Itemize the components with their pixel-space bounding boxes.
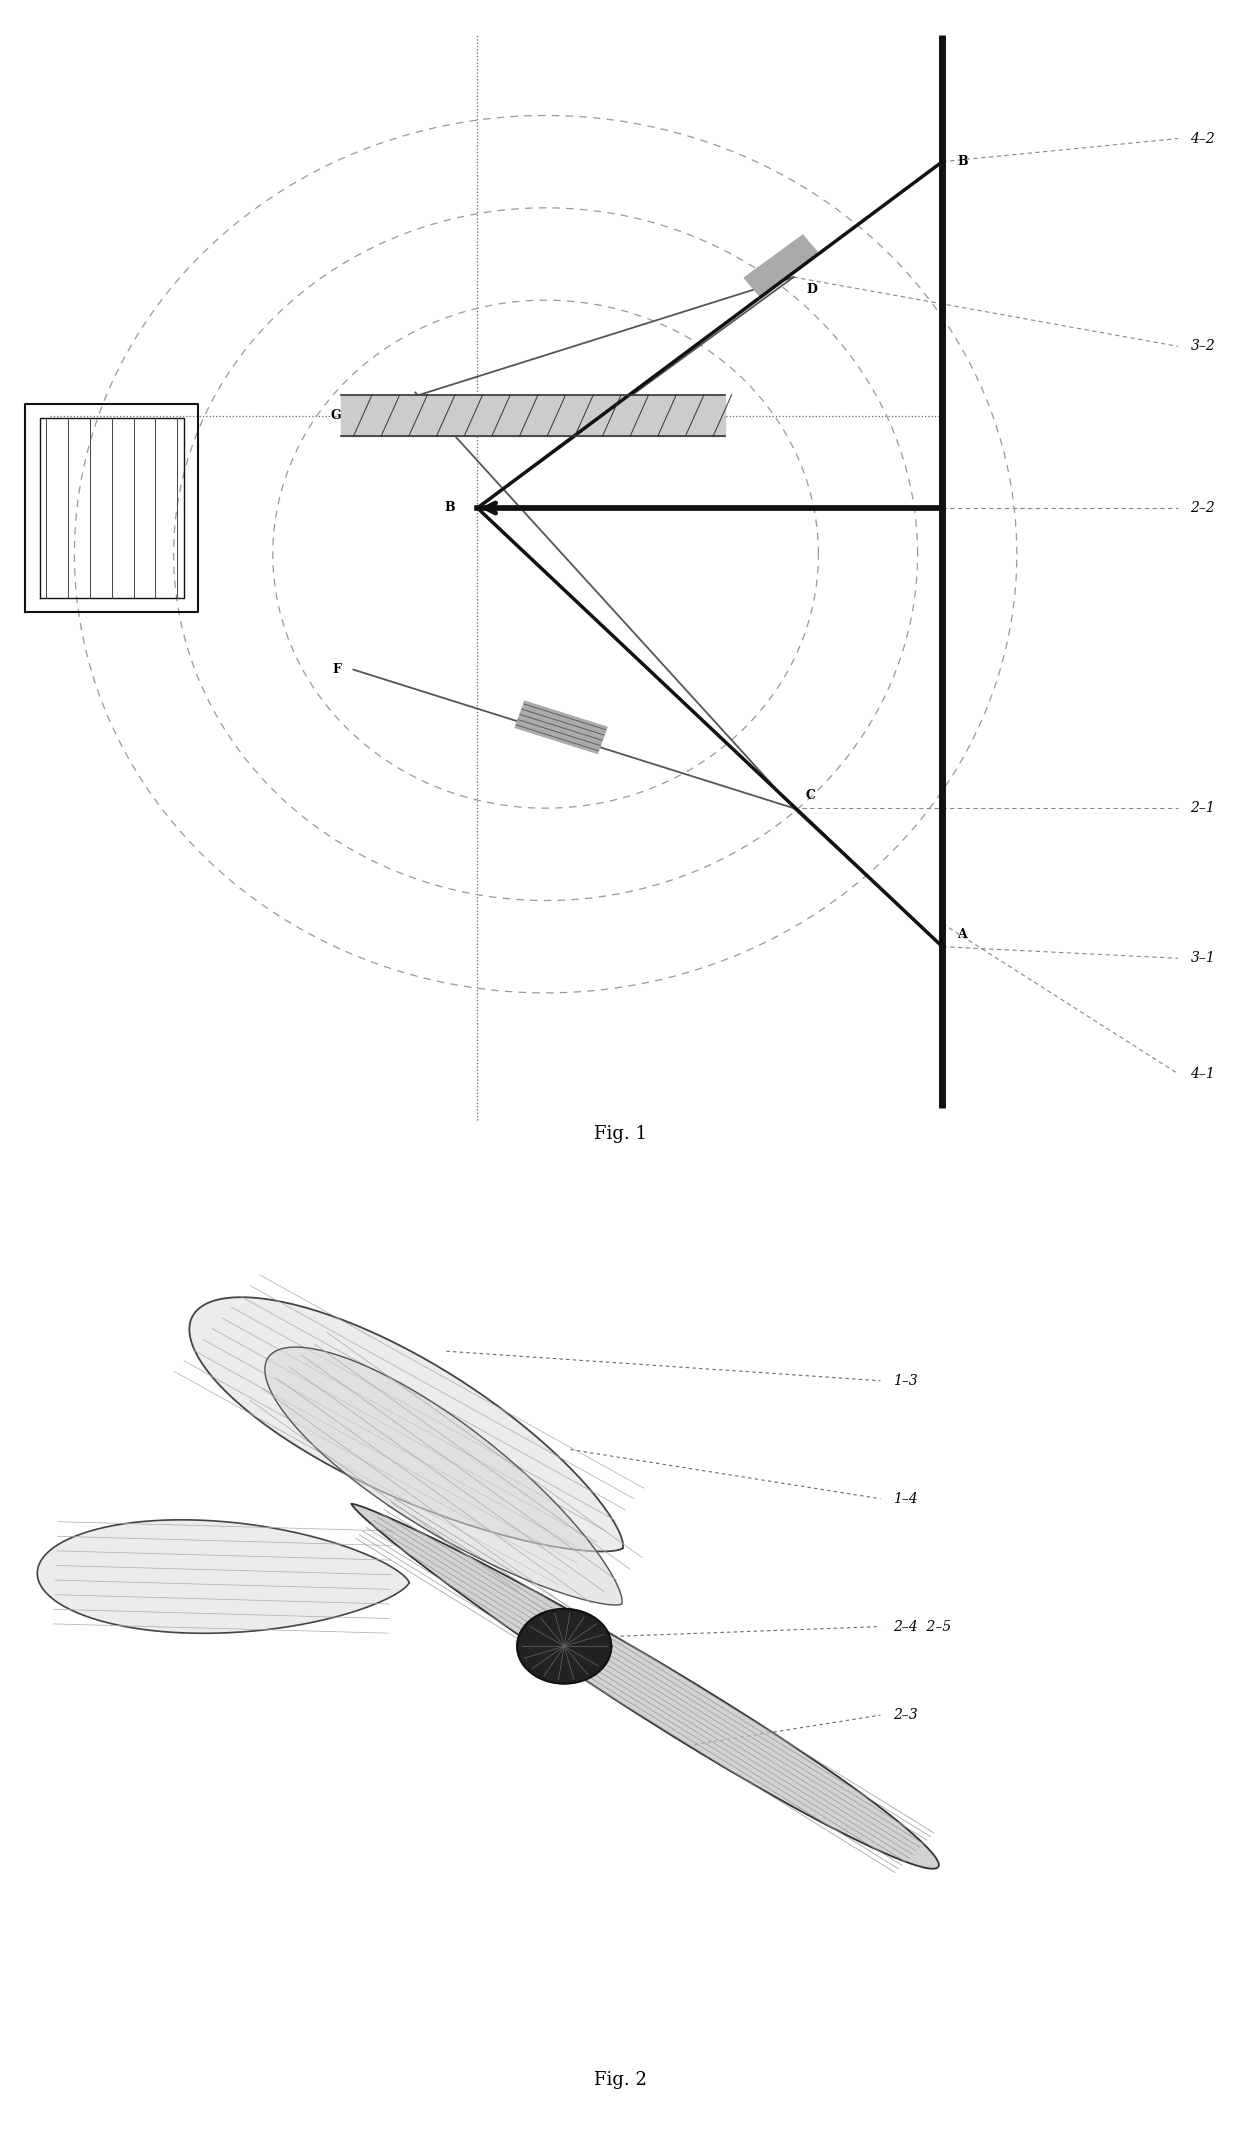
Polygon shape xyxy=(516,701,606,753)
Text: 2–1: 2–1 xyxy=(1190,802,1215,815)
Text: D: D xyxy=(806,282,817,295)
Text: Fig. 2: Fig. 2 xyxy=(594,2072,646,2089)
Text: G: G xyxy=(330,408,341,421)
Polygon shape xyxy=(352,1503,939,1869)
Polygon shape xyxy=(517,1610,611,1683)
Text: B: B xyxy=(957,156,968,169)
Polygon shape xyxy=(37,1520,409,1633)
Text: Fig. 1: Fig. 1 xyxy=(594,1125,646,1144)
Text: 4–1: 4–1 xyxy=(1190,1067,1215,1080)
Text: 1–3: 1–3 xyxy=(893,1375,918,1388)
Text: 2–3: 2–3 xyxy=(893,1708,918,1721)
Text: 1–4: 1–4 xyxy=(893,1492,918,1505)
Text: 3–1: 3–1 xyxy=(1190,951,1215,964)
Text: 2–4  2–5: 2–4 2–5 xyxy=(893,1621,951,1633)
Text: 4–2: 4–2 xyxy=(1190,133,1215,145)
Polygon shape xyxy=(265,1347,622,1606)
Text: 2–2: 2–2 xyxy=(1190,500,1215,515)
Text: A: A xyxy=(957,928,967,941)
Text: B: B xyxy=(444,502,455,515)
Text: C: C xyxy=(806,789,816,802)
Polygon shape xyxy=(190,1298,622,1552)
Polygon shape xyxy=(744,235,818,295)
Text: F: F xyxy=(332,663,341,676)
Text: 3–2: 3–2 xyxy=(1190,340,1215,353)
